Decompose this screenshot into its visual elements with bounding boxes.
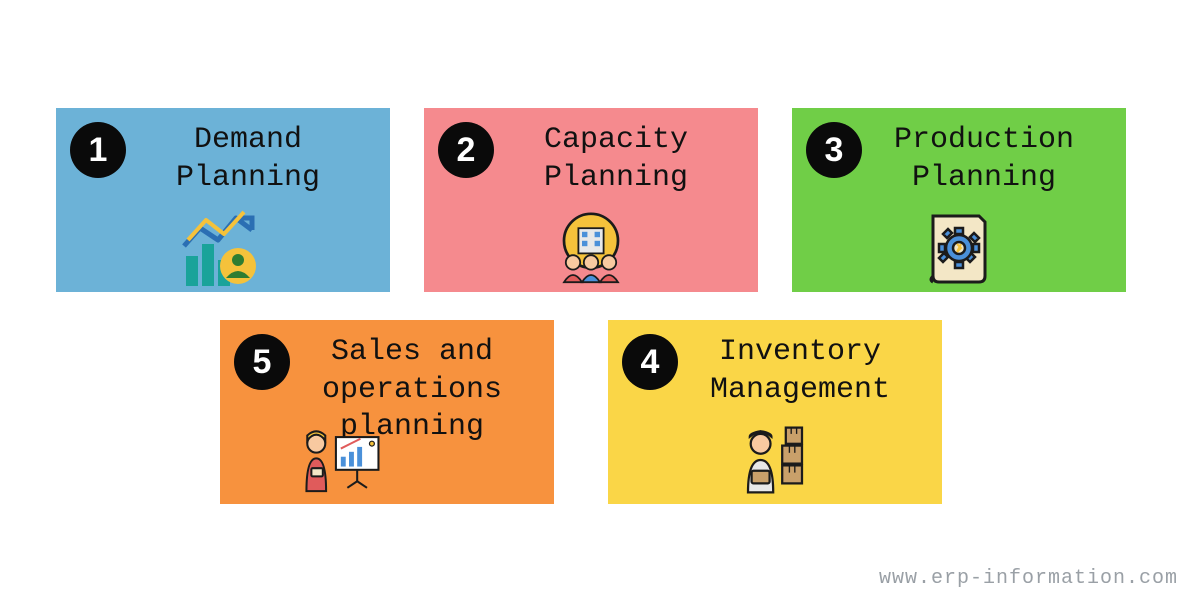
boxes-person-icon	[730, 420, 820, 500]
badge-number: 4	[622, 334, 678, 390]
badge-number: 2	[438, 122, 494, 178]
card-demand-planning: 1 Demand Planning	[56, 108, 390, 292]
badge-number: 3	[806, 122, 862, 178]
watermark-text: www.erp-information.com	[879, 567, 1178, 590]
card-production-planning: 3 Production Planning	[792, 108, 1126, 292]
card-inventory-management: 4 Inventory Management	[608, 320, 942, 504]
gear-doc-icon	[914, 208, 1004, 288]
factory-team-icon	[546, 208, 636, 288]
badge-number: 1	[70, 122, 126, 178]
card-capacity-planning: 2 Capacity Planning	[424, 108, 758, 292]
chart-growth-icon	[178, 208, 268, 288]
badge-number: 5	[234, 334, 290, 390]
card-sales-ops-planning: 5 Sales and operations planning	[220, 320, 554, 504]
infographic-stage: 1 Demand Planning 2 Capacity Planning	[0, 0, 1200, 600]
presenter-icon	[295, 420, 385, 500]
